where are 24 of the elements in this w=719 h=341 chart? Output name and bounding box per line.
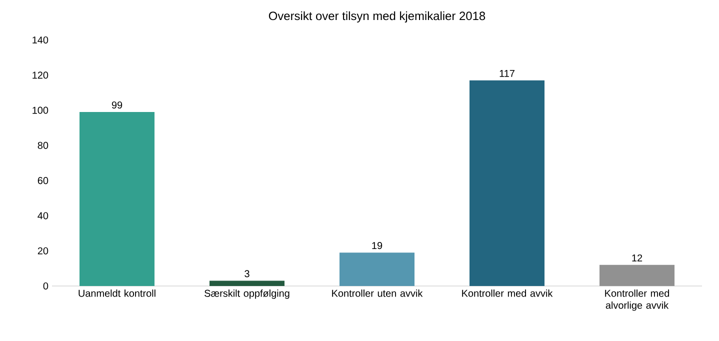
bar: [340, 252, 415, 286]
data-label: 3: [244, 270, 250, 278]
y-tick-label: 120: [32, 72, 48, 79]
y-tick-label: 140: [32, 36, 48, 44]
y-tick-label: 100: [32, 106, 48, 114]
x-tick-label: Kontroller med avvik: [462, 290, 553, 297]
data-label: 117: [500, 70, 514, 77]
x-tick-label: Særskilt oppfølging: [204, 290, 290, 299]
data-label: 12: [632, 254, 642, 262]
y-tick-label: 60: [38, 177, 48, 184]
x-tick-label: Kontroller med alvorlige avvik: [605, 290, 670, 311]
y-tick-label: 80: [38, 142, 48, 149]
bar: [600, 264, 675, 286]
y-tick-label: 0: [43, 282, 48, 290]
bar: [210, 280, 285, 286]
x-tick-label: Kontroller uten avvik: [332, 290, 423, 297]
bar: [470, 80, 545, 286]
y-tick-label: 20: [38, 247, 48, 254]
x-tick-label: Uanmeldt kontroll: [78, 290, 156, 297]
data-label: 19: [372, 242, 382, 250]
y-tick-label: 40: [38, 212, 48, 220]
data-label: 99: [112, 101, 122, 109]
chart-title: Oversikt over tilsyn med kjemikalier 2018: [268, 11, 486, 23]
bar: [80, 112, 155, 286]
